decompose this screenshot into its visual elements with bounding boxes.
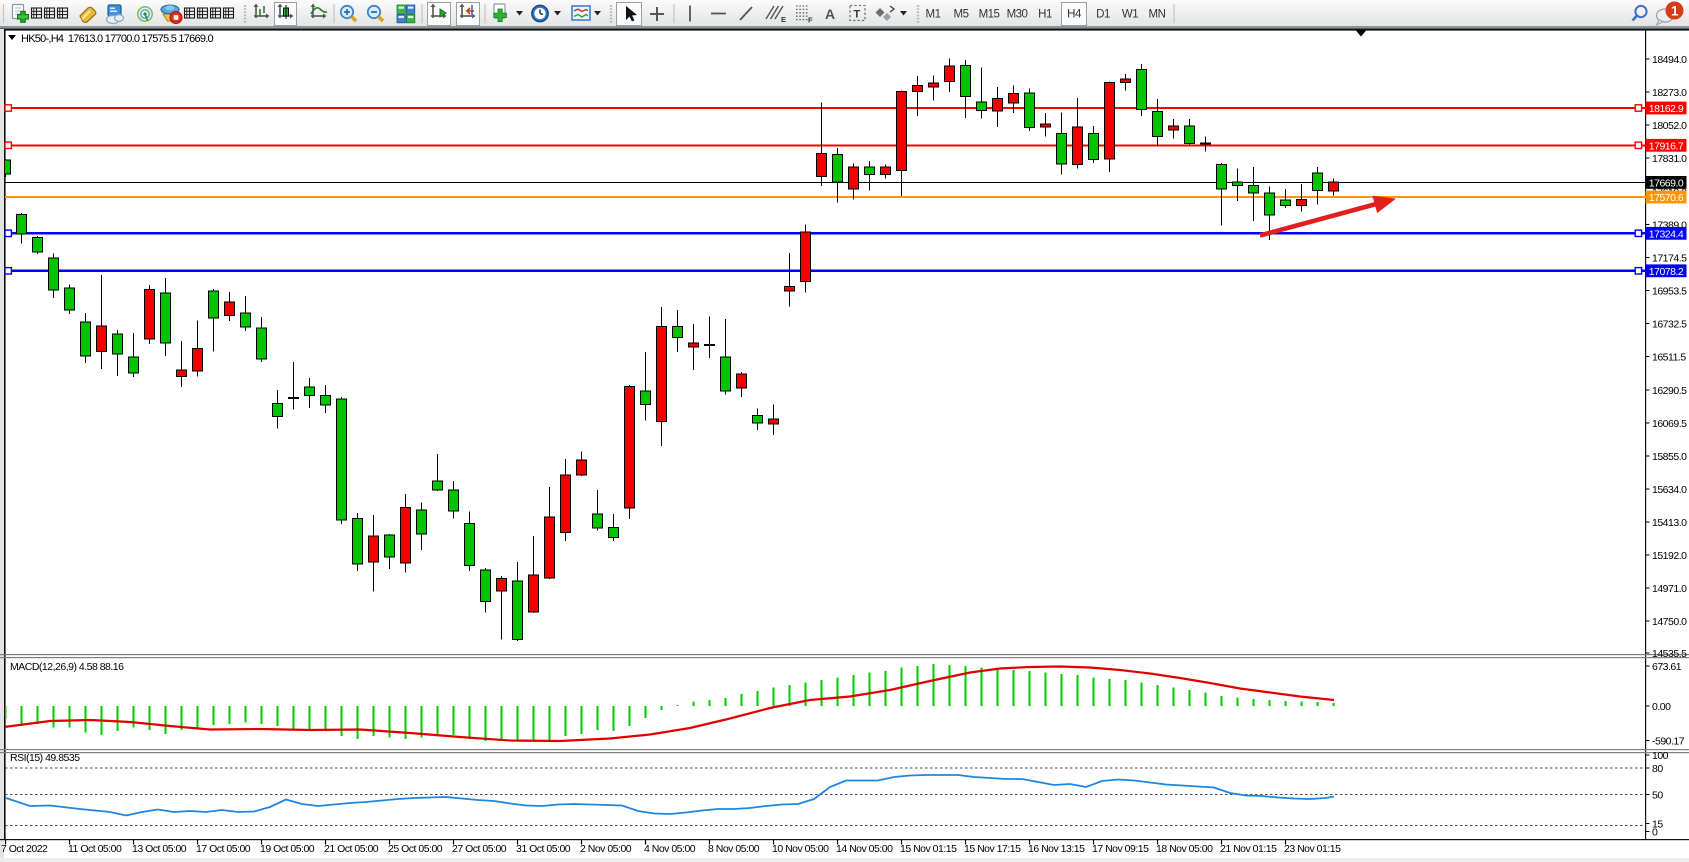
- svg-text:21 Nov 01:15: 21 Nov 01:15: [1220, 843, 1277, 855]
- svg-text:15634.0: 15634.0: [1652, 484, 1687, 496]
- svg-text:M30: M30: [1007, 9, 1028, 21]
- svg-text:H4: H4: [1067, 9, 1082, 21]
- svg-text:M5: M5: [954, 9, 969, 21]
- svg-text:17916.7: 17916.7: [1649, 141, 1684, 153]
- svg-text:15 Nov 01:15: 15 Nov 01:15: [900, 843, 957, 855]
- svg-text:25 Oct 05:00: 25 Oct 05:00: [388, 843, 443, 855]
- svg-text:M15: M15: [979, 9, 1000, 21]
- svg-text:15192.0: 15192.0: [1652, 550, 1687, 562]
- svg-text:80: 80: [1652, 763, 1663, 775]
- svg-text:16069.5: 16069.5: [1652, 418, 1687, 430]
- svg-text:15: 15: [1652, 819, 1663, 831]
- svg-text:17570.6: 17570.6: [1649, 192, 1684, 204]
- svg-text:14971.0: 14971.0: [1652, 583, 1687, 595]
- svg-text:673.61: 673.61: [1652, 661, 1682, 673]
- svg-text:17669.0: 17669.0: [1649, 178, 1684, 190]
- svg-text:2 Nov 05:00: 2 Nov 05:00: [580, 843, 632, 855]
- svg-text:17 Nov 09:15: 17 Nov 09:15: [1092, 843, 1149, 855]
- svg-text:-590.17: -590.17: [1652, 736, 1685, 748]
- svg-text:F: F: [808, 16, 813, 25]
- svg-text:17 Oct 05:00: 17 Oct 05:00: [196, 843, 251, 855]
- svg-text:19 Oct 05:00: 19 Oct 05:00: [260, 843, 315, 855]
- svg-text:T: T: [854, 9, 861, 21]
- svg-text:18273.0: 18273.0: [1652, 87, 1687, 99]
- svg-text:A: A: [825, 6, 835, 22]
- svg-text:RSI(15) 49.8535: RSI(15) 49.8535: [10, 752, 80, 764]
- svg-text:H1: H1: [1038, 9, 1052, 21]
- svg-text:18 Nov 05:00: 18 Nov 05:00: [1156, 843, 1213, 855]
- svg-text:23 Nov 01:15: 23 Nov 01:15: [1284, 843, 1341, 855]
- svg-text:100: 100: [1652, 750, 1669, 762]
- svg-text:13 Oct 05:00: 13 Oct 05:00: [132, 843, 187, 855]
- svg-text:4 Nov 05:00: 4 Nov 05:00: [644, 843, 696, 855]
- svg-text:15855.0: 15855.0: [1652, 451, 1687, 463]
- svg-text:14535.5: 14535.5: [1652, 648, 1687, 660]
- svg-text:14750.0: 14750.0: [1652, 616, 1687, 628]
- svg-text:7 Oct 2022: 7 Oct 2022: [1, 843, 48, 855]
- svg-text:50: 50: [1652, 790, 1663, 802]
- svg-text:17078.2: 17078.2: [1649, 266, 1684, 278]
- svg-text:0.00: 0.00: [1652, 701, 1671, 713]
- svg-text:W1: W1: [1122, 9, 1138, 21]
- svg-text:18494.0: 18494.0: [1652, 54, 1687, 66]
- svg-text:M1: M1: [926, 9, 941, 21]
- svg-text:15413.0: 15413.0: [1652, 517, 1687, 529]
- svg-text:15 Nov 17:15: 15 Nov 17:15: [964, 843, 1021, 855]
- svg-text:E: E: [781, 15, 786, 24]
- svg-text:16 Nov 13:15: 16 Nov 13:15: [1028, 843, 1085, 855]
- svg-text:17324.4: 17324.4: [1649, 229, 1684, 241]
- svg-text:16511.5: 16511.5: [1652, 352, 1686, 364]
- svg-text:MACD(12,26,9) 4.58 88.16: MACD(12,26,9) 4.58 88.16: [10, 661, 124, 673]
- svg-text:27 Oct 05:00: 27 Oct 05:00: [452, 843, 507, 855]
- svg-text:1: 1: [1671, 4, 1679, 19]
- svg-text:16953.5: 16953.5: [1652, 286, 1687, 298]
- svg-text:16290.5: 16290.5: [1652, 385, 1687, 397]
- svg-text:11 Oct 05:00: 11 Oct 05:00: [68, 843, 122, 855]
- svg-text:0: 0: [1652, 827, 1658, 839]
- svg-text:18052.0: 18052.0: [1652, 120, 1687, 132]
- svg-text:10 Nov 05:00: 10 Nov 05:00: [772, 843, 829, 855]
- svg-text:8 Nov 05:00: 8 Nov 05:00: [708, 843, 760, 855]
- svg-text:17174.5: 17174.5: [1652, 253, 1687, 265]
- svg-text:16732.5: 16732.5: [1652, 319, 1687, 331]
- svg-text:21 Oct 05:00: 21 Oct 05:00: [324, 843, 379, 855]
- svg-text:MN: MN: [1149, 9, 1166, 21]
- svg-text:HK50-,H4 17613.0 17700.0 1757: HK50-,H4 17613.0 17700.0 17575.5 17669.0: [21, 33, 214, 45]
- svg-text:D1: D1: [1096, 9, 1110, 21]
- svg-text:18162.9: 18162.9: [1649, 103, 1684, 115]
- svg-text:17831.0: 17831.0: [1652, 153, 1687, 165]
- svg-text:14 Nov 05:00: 14 Nov 05:00: [836, 843, 893, 855]
- svg-text:31 Oct 05:00: 31 Oct 05:00: [516, 843, 571, 855]
